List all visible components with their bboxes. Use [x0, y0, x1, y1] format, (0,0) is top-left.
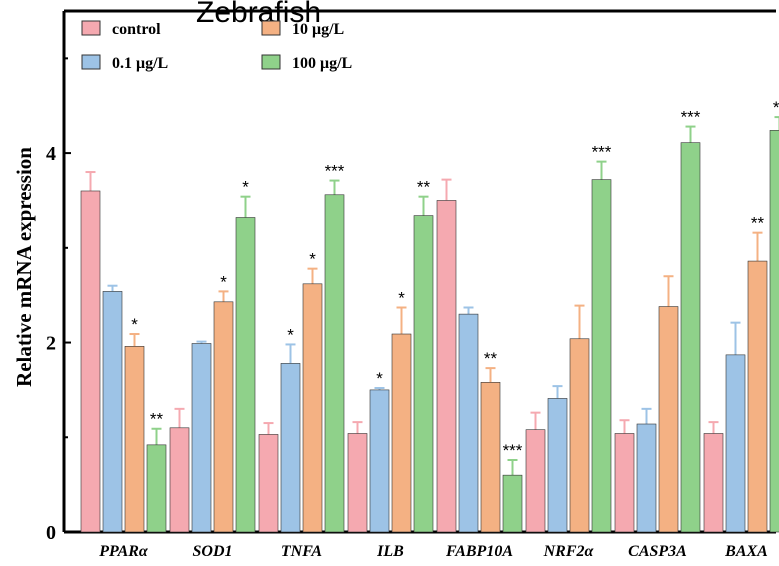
significance-label: ***: [503, 441, 523, 460]
significance-label: ***: [592, 143, 612, 162]
x-tick-label: PPARα: [98, 543, 149, 560]
bar: [235, 217, 256, 533]
bar: [413, 215, 434, 533]
bar: [191, 343, 212, 533]
bar: [725, 354, 746, 533]
x-tick-label: BAXA: [724, 543, 768, 560]
x-tick-label: NRF2α: [543, 543, 595, 560]
significance-label: *: [220, 272, 227, 291]
bar: [213, 301, 234, 533]
significance-label: **: [150, 410, 164, 429]
significance-label: *: [309, 250, 316, 269]
significance-label: ***: [681, 108, 701, 127]
legend-label: 100 μg/L: [292, 55, 352, 72]
significance-label: *: [287, 325, 294, 344]
bar: [458, 313, 479, 533]
bar: [391, 333, 412, 533]
legend-label: 0.1 μg/L: [112, 55, 168, 72]
bar: [369, 389, 390, 533]
significance-label: *: [376, 369, 383, 388]
legend-swatch: [261, 20, 281, 36]
bar: [658, 306, 679, 533]
bar: [703, 433, 724, 533]
significance-label: **: [751, 214, 765, 233]
bar: [747, 260, 768, 533]
bar: [280, 363, 301, 533]
significance-label: *: [398, 288, 405, 307]
x-tick-label: FABP10A: [445, 543, 513, 560]
legend-swatch: [81, 54, 101, 70]
bar: [769, 130, 779, 533]
significance-label: *: [131, 315, 138, 334]
bar: [146, 444, 167, 533]
bar: [258, 434, 279, 533]
significance-label: *: [242, 178, 249, 197]
y-tick-label: 2: [46, 333, 56, 355]
bar: [169, 427, 190, 533]
bar: [569, 338, 590, 533]
x-tick-label: ILB: [376, 543, 404, 560]
significance-label: **: [773, 98, 779, 117]
y-tick-label: 4: [46, 143, 56, 165]
y-axis-label: Relative mRNA expression: [12, 147, 36, 387]
chart-title: Zebrafish: [196, 0, 321, 29]
bar: [324, 194, 345, 533]
significance-label: **: [417, 178, 431, 197]
bar: [591, 179, 612, 533]
bar: [502, 474, 523, 533]
bar: [680, 142, 701, 533]
legend-swatch: [261, 54, 281, 70]
legend-swatch: [81, 20, 101, 36]
significance-label: ***: [325, 162, 345, 181]
bar: [525, 429, 546, 533]
bar: [124, 346, 145, 533]
bar: [636, 423, 657, 533]
bar: [614, 433, 635, 533]
bar: [302, 283, 323, 533]
bar: [347, 433, 368, 533]
x-tick-label: SOD1: [192, 543, 232, 560]
bar: [480, 382, 501, 533]
x-tick-label: TNFA: [281, 543, 323, 560]
significance-label: **: [484, 349, 498, 368]
bars-group: ***PPARα**SOD1*****TNFA****ILB*****FABP1…: [80, 98, 779, 560]
x-tick-label: CASP3A: [628, 543, 687, 560]
legend-label: 10 μg/L: [292, 21, 344, 38]
bar: [80, 190, 101, 533]
legend-label: control: [112, 21, 161, 38]
bar: [547, 398, 568, 533]
bar: [436, 200, 457, 533]
y-tick-label: 0: [46, 522, 56, 544]
bar: [102, 291, 123, 533]
legend: control 0.1 μg/L 10 μg/L 100 μg/L: [81, 20, 352, 72]
